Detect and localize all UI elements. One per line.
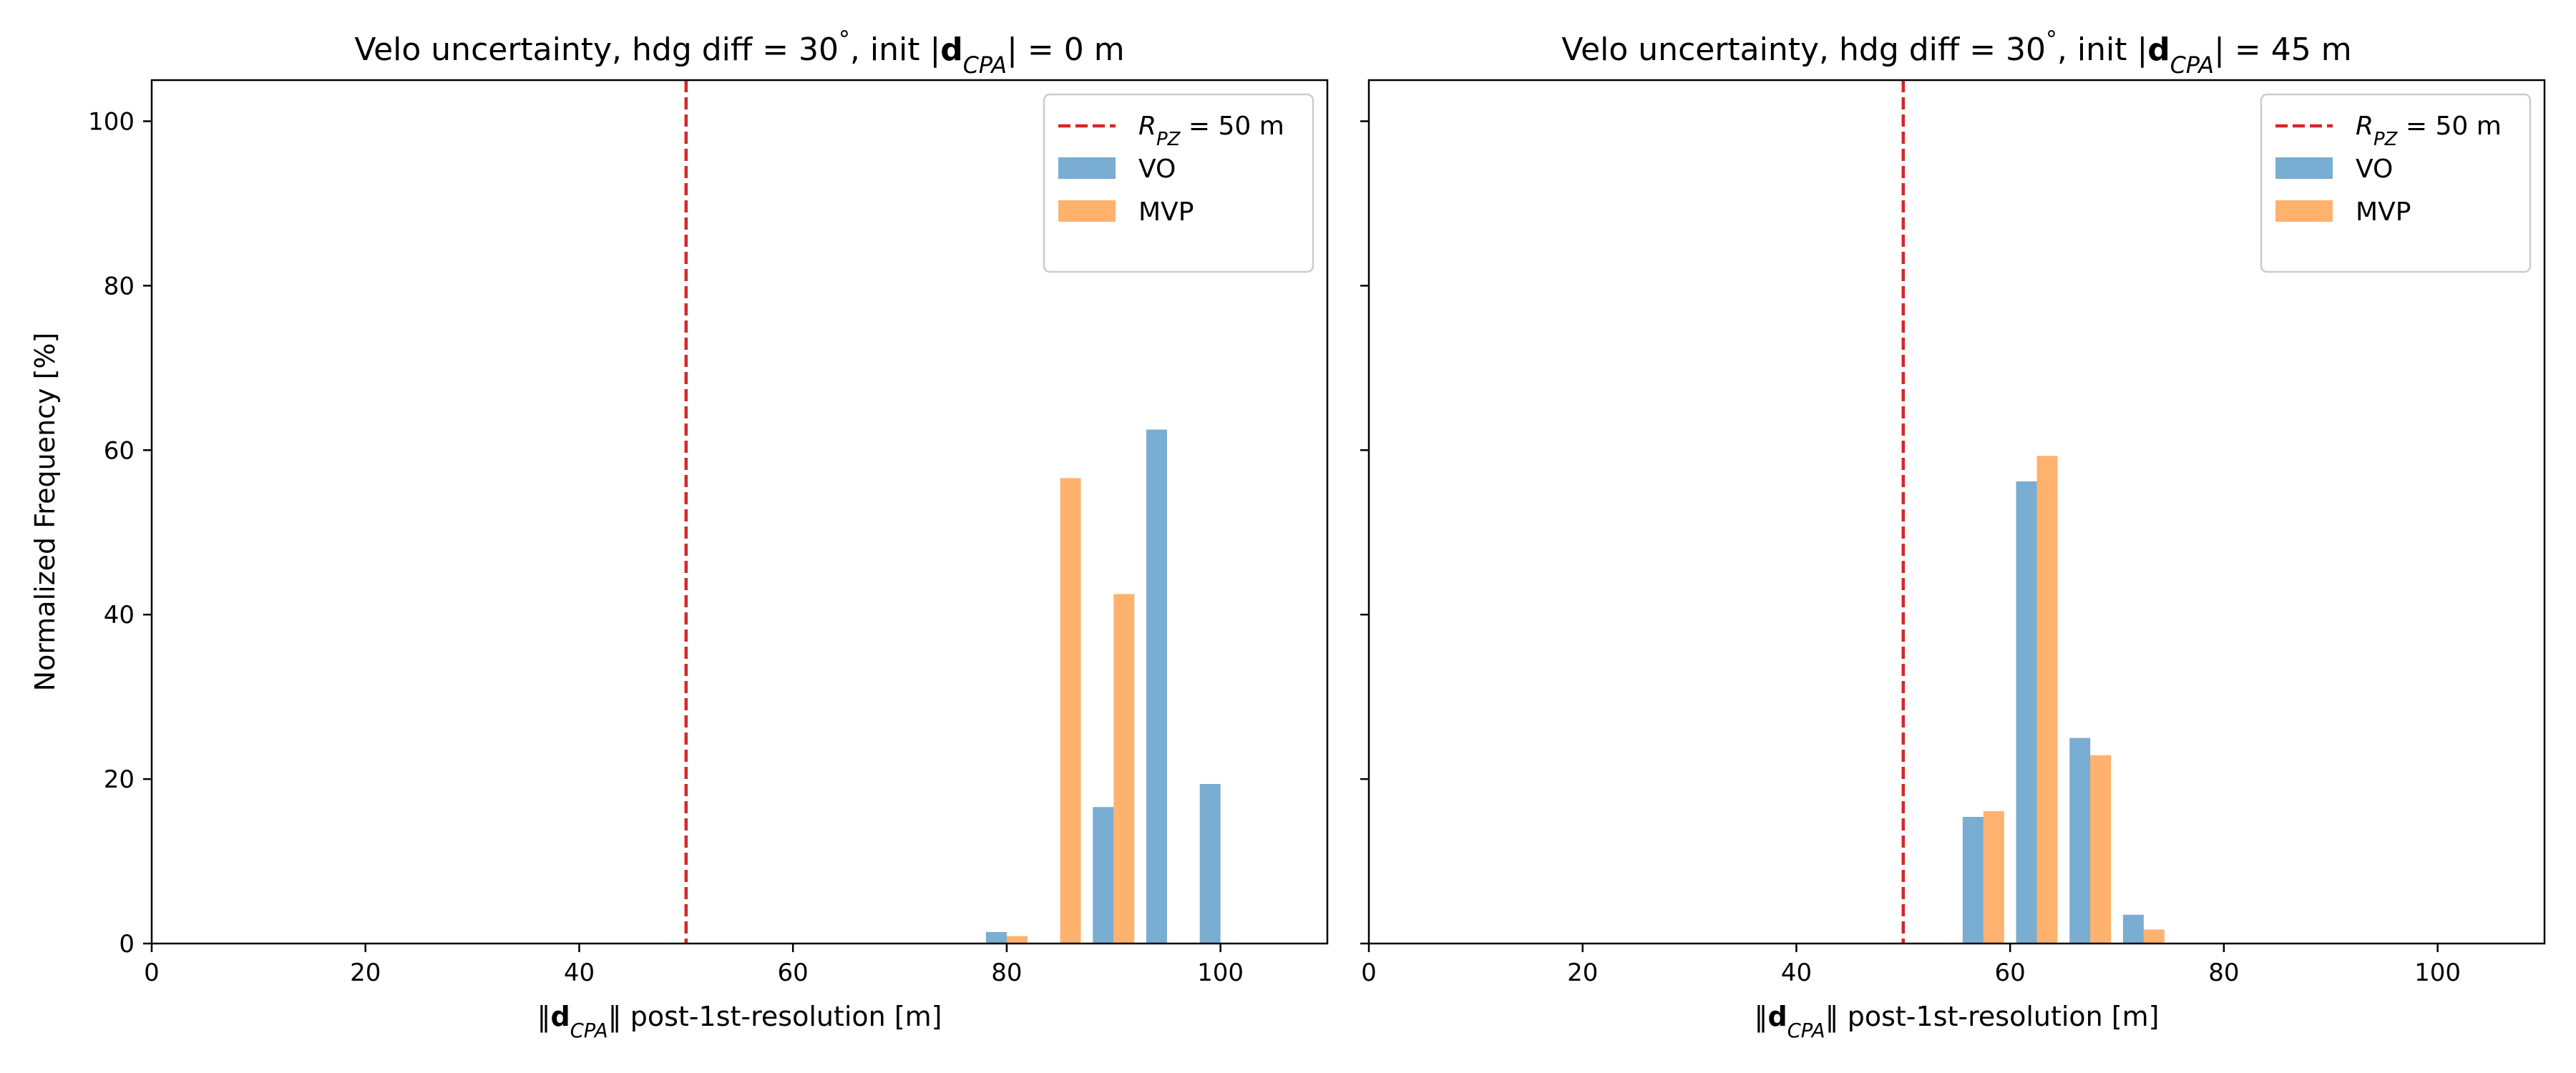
x-tick-label: 60 — [778, 959, 809, 987]
bar-mvp-1 — [1006, 936, 1028, 944]
legend-threshold-label: RPZ = 50 m — [2356, 112, 2502, 150]
x-tick-label: 0 — [144, 959, 160, 987]
x-tick-label: 20 — [350, 959, 381, 987]
chart-title-part: d — [2147, 31, 2170, 68]
legend-label-vo: VO — [2356, 155, 2393, 184]
legend-threshold-label-part: = 50 m — [2397, 112, 2501, 141]
x-axis-label-part: d — [1767, 1001, 1787, 1032]
bar-vo-3 — [1093, 807, 1114, 944]
bar-mvp-3 — [2090, 755, 2112, 944]
chart-title-part: CPA — [963, 53, 1007, 79]
legend-swatch-mvp — [2275, 200, 2333, 222]
x-axis-label-part: ‖ — [537, 1001, 550, 1033]
chart-panel-2: 0 20 40 60 80 100 Velo uncertainty, hdg diff =… — [1360, 27, 2546, 1042]
y-axis-label: Normalized Frequency [%] — [29, 333, 61, 692]
legend-label-mvp: MVP — [2356, 197, 2411, 227]
x-tick-label: 100 — [1197, 959, 1244, 987]
bar-vo-3 — [2069, 738, 2091, 944]
x-axis-label-part: CPA — [570, 1020, 608, 1042]
legend-swatch-vo — [2275, 157, 2333, 179]
axes-frame — [150, 79, 1329, 945]
x-axis-label: ‖dCPA‖ post-1st-resolution [m] — [1754, 1001, 2159, 1042]
legend-threshold-label-part: = 50 m — [1180, 112, 1284, 141]
chart-title-part: Velo uncertainty, hdg diff = 30 — [354, 31, 839, 68]
legend-threshold-label-part: PZ — [2373, 129, 2399, 150]
y-tick-label: 40 — [104, 601, 135, 629]
x-tick-label: 40 — [1781, 959, 1812, 987]
legend-label-vo: VO — [1138, 155, 1176, 184]
bar-vo-4 — [2122, 914, 2144, 944]
chart-title: Velo uncertainty, hdg diff = 30°, init |… — [354, 27, 1124, 79]
chart-title: Velo uncertainty, hdg diff = 30°, init |… — [1561, 27, 2351, 79]
x-tick-label: 100 — [2414, 959, 2461, 987]
x-axis-label-part: ‖ — [1754, 1001, 1767, 1033]
bar-vo-2 — [2016, 481, 2037, 944]
bar-vo-5 — [1199, 783, 1221, 944]
chart-title-part: , init | — [2057, 31, 2147, 68]
chart-title-part: , init | — [850, 31, 940, 68]
legend-swatch-mvp — [1058, 200, 1116, 222]
legend-threshold-label: RPZ = 50 m — [1138, 112, 1284, 150]
y-tick-label: 20 — [104, 765, 135, 794]
x-tick-label: 80 — [2208, 959, 2239, 987]
x-tick-label: 80 — [991, 959, 1022, 987]
bar-mvp-2 — [2036, 456, 2058, 944]
y-tick-label: 80 — [104, 272, 135, 300]
legend-swatch-vo — [1058, 157, 1116, 179]
legend-threshold-label-part: PZ — [1156, 129, 1181, 150]
bar-mvp-1 — [1983, 810, 2004, 944]
legend-box — [2260, 93, 2532, 273]
x-axis-label-part: CPA — [1787, 1020, 1825, 1042]
legend-label-mvp: MVP — [1138, 197, 1194, 227]
chart-title-part: d — [940, 31, 963, 68]
y-tick-label: 100 — [88, 107, 135, 136]
bar-vo-4 — [1146, 429, 1167, 944]
chart-title-part: Velo uncertainty, hdg diff = 30 — [1561, 31, 2046, 68]
x-tick-label: 60 — [1995, 959, 2026, 987]
bar-mvp-3 — [1113, 594, 1135, 944]
x-axis-label-part: ‖ post-1st-resolution [m] — [608, 1001, 942, 1033]
y-tick-label: 0 — [119, 930, 135, 959]
chart-title-part: CPA — [2170, 53, 2214, 79]
x-axis-label-part: ‖ post-1st-resolution [m] — [1825, 1001, 2160, 1033]
legend-box — [1043, 93, 1314, 273]
legend-threshold-label-part: R — [2356, 112, 2373, 141]
chart-panel-1: 0 20 40 60 80 100 0 20 40 60 80 100 Velo uncertainty… — [29, 27, 1329, 1042]
bar-mvp-4 — [2143, 929, 2165, 944]
x-axis-label: ‖dCPA‖ post-1st-resolution [m] — [537, 1001, 942, 1042]
bar-vo-1 — [985, 931, 1007, 944]
chart-title-part: | = 0 m — [1007, 31, 1125, 68]
bar-mvp-2 — [1060, 478, 1081, 944]
legend-threshold-label-part: R — [1138, 112, 1156, 141]
x-tick-label: 40 — [564, 959, 595, 987]
chart-title-part: ° — [839, 27, 850, 53]
x-tick-label: 0 — [1361, 959, 1377, 987]
x-tick-label: 20 — [1567, 959, 1598, 987]
axes-frame — [1367, 79, 2546, 945]
bar-vo-1 — [1962, 816, 1984, 944]
chart-title-part: ° — [2046, 27, 2057, 53]
chart-title-part: | = 45 m — [2214, 31, 2352, 68]
y-tick-label: 60 — [104, 436, 135, 465]
x-axis-label-part: d — [550, 1001, 570, 1032]
